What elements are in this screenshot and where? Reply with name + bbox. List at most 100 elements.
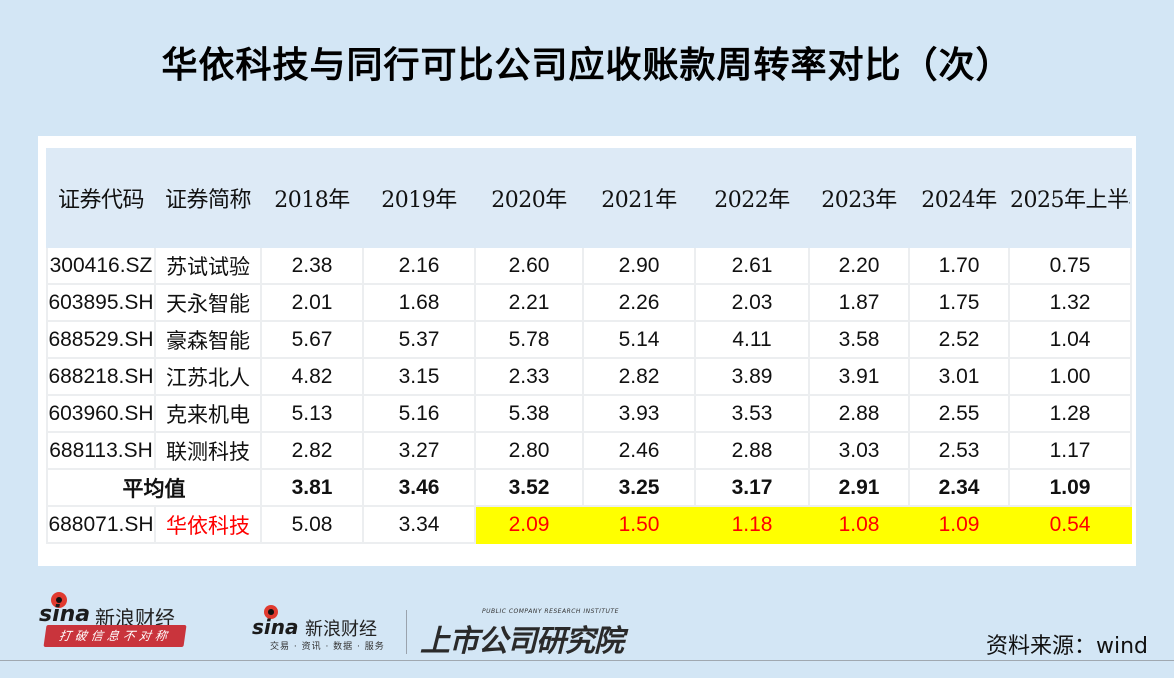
- cell-value: 2.82: [582, 357, 696, 396]
- average-value: 2.91: [808, 468, 910, 507]
- footer-divider: [0, 660, 1174, 661]
- institute-en: PUBLIC COMPANY RESEARCH INSTITUTE: [482, 608, 619, 615]
- target-value-highlighted: 0.54: [1008, 505, 1132, 544]
- table-row: 688529.SH 豪森智能 5.67 5.37 5.78 5.14 4.11 …: [46, 320, 1132, 359]
- cell-value: 5.16: [362, 394, 476, 433]
- cell-value: 1.70: [908, 246, 1010, 285]
- cell-value: 2.16: [362, 246, 476, 285]
- cell-value: 2.55: [908, 394, 1010, 433]
- target-value-highlighted: 1.08: [808, 505, 910, 544]
- cell-value: 3.03: [808, 431, 910, 470]
- cell-value: 5.37: [362, 320, 476, 359]
- table-row: 688113.SH 联测科技 2.82 3.27 2.80 2.46 2.88 …: [46, 431, 1132, 470]
- logo-divider: [406, 610, 407, 654]
- cell-value: 3.89: [694, 357, 810, 396]
- sina-eye-icon: [51, 592, 67, 608]
- cell-value: 2.38: [260, 246, 364, 285]
- cell-code: 300416.SZ: [46, 246, 156, 285]
- header-name: 证券简称: [154, 148, 262, 248]
- cell-value: 4.11: [694, 320, 810, 359]
- target-value-highlighted: 1.09: [908, 505, 1010, 544]
- cell-value: 3.58: [808, 320, 910, 359]
- target-value-highlighted: 2.09: [474, 505, 584, 544]
- cell-code: 688529.SH: [46, 320, 156, 359]
- cell-value: 2.01: [260, 283, 364, 322]
- cell-name: 江苏北人: [154, 357, 262, 396]
- header-2025h1: 2025年上半年: [1008, 148, 1132, 248]
- sina-finance-logo: sina 新浪财经 打破信息不对称: [33, 590, 193, 650]
- header-2020: 2020年: [474, 148, 584, 248]
- cell-value: 2.53: [908, 431, 1010, 470]
- header-2019: 2019年: [362, 148, 476, 248]
- average-value: 1.09: [1008, 468, 1132, 507]
- table-row: 603960.SH 克来机电 5.13 5.16 5.38 3.93 3.53 …: [46, 394, 1132, 433]
- cell-value: 0.75: [1008, 246, 1132, 285]
- cell-value: 5.14: [582, 320, 696, 359]
- table-row: 603895.SH 天永智能 2.01 1.68 2.21 2.26 2.03 …: [46, 283, 1132, 322]
- average-label: 平均值: [46, 468, 262, 507]
- cell-value: 2.26: [582, 283, 696, 322]
- cell-value: 2.60: [474, 246, 584, 285]
- turnover-table: 证券代码 证券简称 2018年 2019年 2020年 2021年 2022年 …: [46, 148, 1132, 544]
- cell-value: 5.78: [474, 320, 584, 359]
- cell-value: 3.27: [362, 431, 476, 470]
- logo-tagline: 交易 · 资讯 · 数据 · 服务: [270, 642, 385, 652]
- cell-value: 1.00: [1008, 357, 1132, 396]
- sina-wordmark: sina: [39, 602, 91, 627]
- cell-name: 克来机电: [154, 394, 262, 433]
- cell-value: 2.20: [808, 246, 910, 285]
- cell-value: 2.21: [474, 283, 584, 322]
- header-2022: 2022年: [694, 148, 810, 248]
- cell-value: 2.88: [694, 431, 810, 470]
- cell-value: 2.88: [808, 394, 910, 433]
- average-value: 2.34: [908, 468, 1010, 507]
- page-title: 华依科技与同行可比公司应收账款周转率对比（次）: [161, 45, 1013, 86]
- table-card: 证券代码 证券简称 2018年 2019年 2020年 2021年 2022年 …: [38, 136, 1136, 566]
- average-value: 3.25: [582, 468, 696, 507]
- header-row: 证券代码 证券简称 2018年 2019年 2020年 2021年 2022年 …: [46, 148, 1132, 248]
- cell-value: 2.61: [694, 246, 810, 285]
- cell-name: 苏试试验: [154, 246, 262, 285]
- cell-name: 联测科技: [154, 431, 262, 470]
- cell-value: 1.28: [1008, 394, 1132, 433]
- sina-finance-logo-secondary: sina 新浪财经 交易 · 资讯 · 数据 · 服务: [250, 605, 410, 655]
- average-value: 3.81: [260, 468, 364, 507]
- sina-wordmark: sina: [252, 615, 299, 639]
- target-value: 3.34: [362, 505, 476, 544]
- cell-name: 豪森智能: [154, 320, 262, 359]
- cell-value: 5.13: [260, 394, 364, 433]
- cell-value: 1.75: [908, 283, 1010, 322]
- header-code: 证券代码: [46, 148, 156, 248]
- average-value: 3.17: [694, 468, 810, 507]
- slogan-badge: 打破信息不对称: [43, 625, 187, 647]
- cell-code: 688113.SH: [46, 431, 156, 470]
- target-company-row: 688071.SH 华依科技 5.08 3.34 2.09 1.50 1.18 …: [46, 505, 1132, 544]
- target-value-highlighted: 1.18: [694, 505, 810, 544]
- cell-value: 2.03: [694, 283, 810, 322]
- cell-value: 2.82: [260, 431, 364, 470]
- cell-value: 5.38: [474, 394, 584, 433]
- average-row: 平均值 3.81 3.46 3.52 3.25 3.17 2.91 2.34 1…: [46, 468, 1132, 507]
- cell-code: 603895.SH: [46, 283, 156, 322]
- target-name: 华依科技: [154, 505, 262, 544]
- cell-value: 5.67: [260, 320, 364, 359]
- data-source: 资料来源：wind: [985, 634, 1148, 659]
- cell-code: 603960.SH: [46, 394, 156, 433]
- average-value: 3.52: [474, 468, 584, 507]
- cell-value: 2.90: [582, 246, 696, 285]
- target-code: 688071.SH: [46, 505, 156, 544]
- cell-value: 3.01: [908, 357, 1010, 396]
- institute-cn: 上市公司研究院: [420, 624, 624, 659]
- cell-value: 4.82: [260, 357, 364, 396]
- cell-value: 1.17: [1008, 431, 1132, 470]
- cell-value: 1.32: [1008, 283, 1132, 322]
- cell-code: 688218.SH: [46, 357, 156, 396]
- header-2021: 2021年: [582, 148, 696, 248]
- sina-eye-icon: [264, 605, 278, 619]
- cell-name: 天永智能: [154, 283, 262, 322]
- header-2023: 2023年: [808, 148, 910, 248]
- target-value: 5.08: [260, 505, 364, 544]
- cell-value: 2.33: [474, 357, 584, 396]
- sina-finance-cn: 新浪财经: [305, 619, 377, 640]
- cell-value: 1.68: [362, 283, 476, 322]
